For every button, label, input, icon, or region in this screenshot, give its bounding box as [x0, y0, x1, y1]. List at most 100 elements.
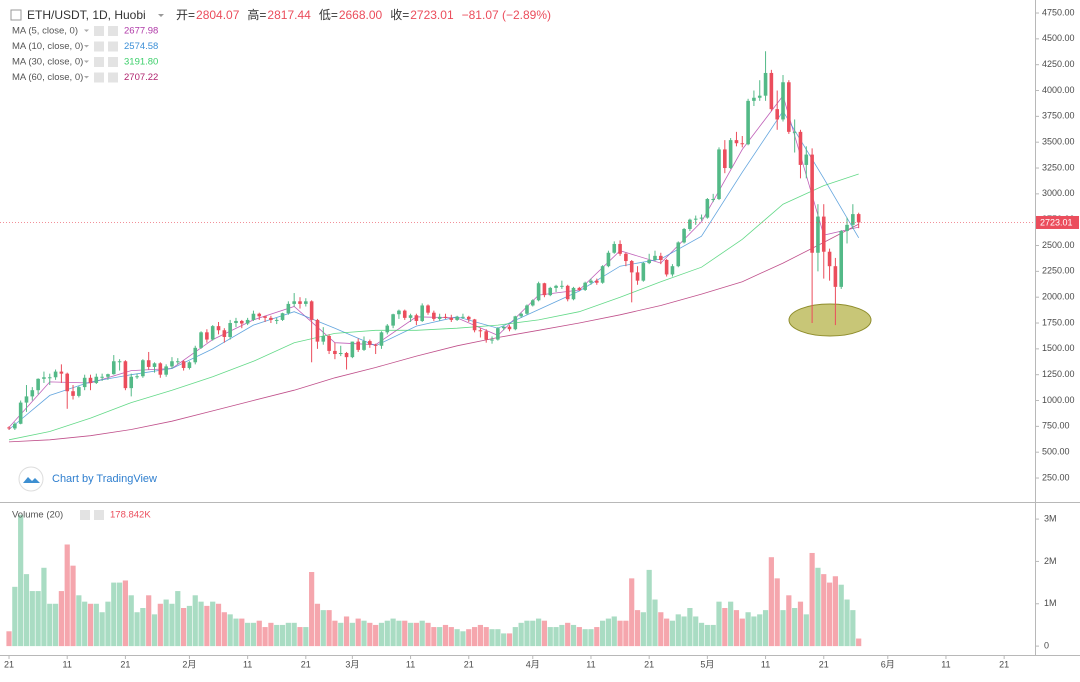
candle-body — [845, 224, 849, 232]
candle-body — [298, 301, 302, 304]
candle-body — [635, 272, 640, 281]
candle-body — [757, 95, 762, 98]
volume-bar — [710, 624, 716, 647]
volume-bar — [349, 622, 355, 647]
volume-bar — [454, 629, 460, 647]
volume-bar — [664, 618, 670, 647]
candle-body — [94, 376, 99, 383]
ohlc-label: 收= — [390, 8, 409, 22]
candle-body — [577, 287, 582, 290]
candle-body — [676, 242, 681, 267]
volume-bar — [768, 557, 774, 647]
volume-bar — [250, 622, 257, 647]
candle-body — [856, 214, 861, 223]
candle-body — [385, 325, 390, 333]
ma-close-icon[interactable] — [108, 41, 118, 52]
candle-body — [65, 373, 70, 392]
volume-bar — [518, 622, 524, 647]
candle-body — [408, 315, 413, 318]
candle-body — [146, 360, 151, 367]
volume-bar — [111, 582, 117, 647]
volume-bar — [477, 624, 484, 647]
ma-legend-name: MA (60, close, 0) — [12, 72, 83, 83]
ma-close-icon[interactable] — [108, 72, 118, 83]
volume-bar — [285, 622, 291, 647]
symbol-dropdown[interactable] — [158, 14, 164, 17]
volume-bar — [157, 603, 163, 647]
candle-body — [111, 361, 116, 375]
candle-body — [338, 352, 343, 355]
ohlc-value: 2804.07 — [196, 8, 240, 22]
volume-bar — [739, 618, 745, 647]
y-tick-label: 4250.00 — [1042, 59, 1075, 69]
x-tick-label: 6月 — [881, 659, 895, 669]
volume-bar — [489, 629, 495, 647]
ma-dropdown[interactable] — [84, 76, 89, 79]
x-tick-label: 21 — [464, 659, 474, 669]
volume-bar — [437, 627, 443, 647]
candle-body — [164, 366, 168, 375]
volume-bar — [151, 614, 158, 647]
candle-body — [402, 310, 407, 318]
candle-body — [437, 316, 442, 319]
volume-bar — [506, 633, 513, 647]
candle-body — [798, 131, 803, 165]
candle-body — [292, 301, 296, 304]
highlight-ellipse — [788, 303, 872, 337]
ma-settings-icon[interactable] — [94, 41, 104, 52]
ma-line — [8, 94, 859, 428]
candle-body — [583, 282, 587, 290]
ohlc-label: 高= — [247, 7, 266, 22]
ma-close-icon[interactable] — [108, 57, 118, 67]
ohlc-value: 2817.44 — [267, 8, 311, 22]
volume-bar — [58, 591, 64, 647]
volume-bar — [116, 582, 123, 647]
volume-bar — [239, 618, 245, 647]
candle-body — [472, 319, 477, 331]
ma-settings-icon[interactable] — [94, 26, 104, 36]
ma-settings-icon[interactable] — [94, 57, 104, 67]
ma-dropdown[interactable] — [84, 60, 89, 64]
volume-bar — [297, 627, 303, 647]
volume-settings-icon[interactable] — [80, 510, 90, 520]
volume-bar — [565, 622, 571, 647]
candle-body — [42, 377, 46, 379]
symbol-icon[interactable] — [10, 9, 22, 21]
candle-body — [315, 319, 320, 342]
volume-bar — [786, 595, 792, 647]
volume-bar — [314, 603, 321, 647]
ma-dropdown[interactable] — [84, 29, 89, 33]
volume-bar — [623, 620, 629, 647]
volume-bar — [198, 601, 204, 647]
y-tick-label: 3000.00 — [1042, 188, 1075, 198]
volume-bar — [728, 601, 734, 647]
candle-body — [851, 214, 855, 225]
candle-body — [740, 143, 745, 145]
ma-settings-icon[interactable] — [94, 72, 104, 83]
ma-close-icon[interactable] — [108, 26, 118, 36]
candle-body — [432, 312, 436, 319]
tradingview-logo[interactable]: Chart by TradingView — [18, 466, 157, 492]
candle-body — [280, 313, 285, 320]
candle-body — [199, 332, 203, 348]
volume-close-icon[interactable] — [94, 510, 104, 520]
ma-legend-value: 2707.22 — [124, 72, 158, 83]
candle-body — [699, 217, 704, 219]
y-tick-label: 750.00 — [1042, 421, 1070, 431]
candle-body — [624, 253, 628, 262]
y-tick-label: 3750.00 — [1042, 111, 1075, 121]
y-tick-label: 1250.00 — [1042, 369, 1075, 379]
volume-bar — [93, 603, 99, 647]
candle-body — [152, 363, 157, 367]
volume-bar — [70, 565, 76, 647]
candle-body — [490, 339, 494, 341]
volume-bar — [448, 627, 454, 647]
candle-body — [775, 109, 779, 120]
x-tick-label: 11 — [586, 659, 595, 669]
legend: ETH/USDT, 1D, Huobi Chart by TradingView… — [10, 7, 551, 521]
ma-dropdown[interactable] — [84, 45, 89, 48]
candle-body — [141, 360, 145, 377]
ma-legend-value: 3191.80 — [124, 57, 158, 68]
ohlc-label: 开= — [176, 8, 195, 22]
